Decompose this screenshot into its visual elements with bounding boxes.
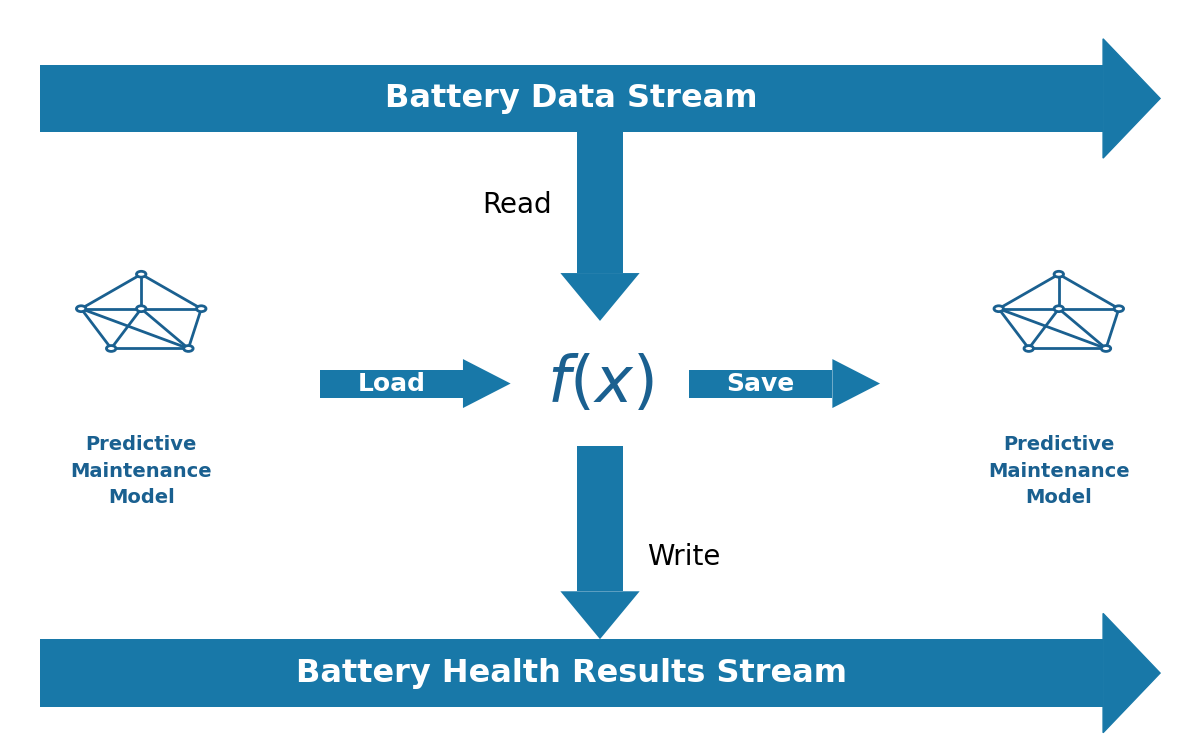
Circle shape <box>1024 346 1033 352</box>
Text: Predictive
Maintenance
Model: Predictive Maintenance Model <box>988 435 1129 507</box>
Text: Read: Read <box>481 191 551 218</box>
Circle shape <box>107 346 116 352</box>
Circle shape <box>184 346 193 352</box>
Polygon shape <box>560 592 640 639</box>
Text: Battery Health Results Stream: Battery Health Results Stream <box>296 658 847 688</box>
Circle shape <box>1054 271 1063 277</box>
Polygon shape <box>320 370 463 398</box>
Text: Write: Write <box>647 543 720 571</box>
Text: $\it{f}$$\it{(x)}$: $\it{f}$$\it{(x)}$ <box>547 352 653 414</box>
Circle shape <box>1054 305 1063 311</box>
FancyBboxPatch shape <box>40 639 1103 707</box>
FancyBboxPatch shape <box>40 65 1103 133</box>
Polygon shape <box>463 359 511 408</box>
Polygon shape <box>577 446 623 592</box>
Circle shape <box>197 305 206 311</box>
Polygon shape <box>1103 613 1160 732</box>
Circle shape <box>1102 346 1111 352</box>
Text: Load: Load <box>358 372 426 396</box>
Text: Save: Save <box>727 372 794 396</box>
Text: Battery Data Stream: Battery Data Stream <box>385 83 757 114</box>
Polygon shape <box>560 273 640 321</box>
Text: Predictive
Maintenance
Model: Predictive Maintenance Model <box>71 435 212 507</box>
Circle shape <box>137 271 146 277</box>
Circle shape <box>1114 305 1123 311</box>
Circle shape <box>77 305 86 311</box>
Polygon shape <box>833 359 880 408</box>
Circle shape <box>137 305 146 311</box>
Circle shape <box>994 305 1003 311</box>
Polygon shape <box>689 370 833 398</box>
Polygon shape <box>577 133 623 273</box>
Polygon shape <box>1103 39 1160 158</box>
